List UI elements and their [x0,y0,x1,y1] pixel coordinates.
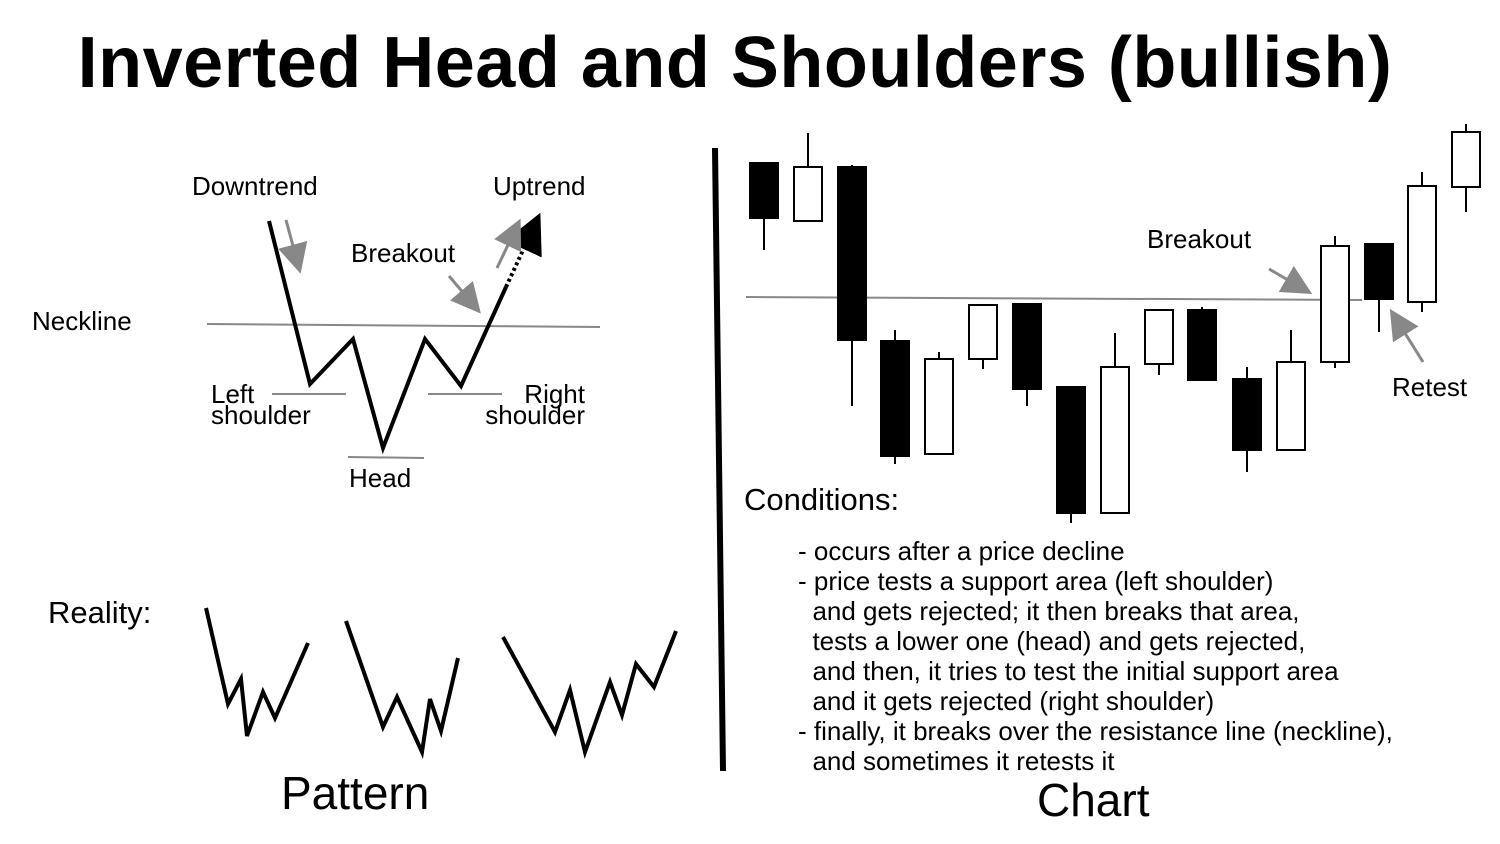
bullish-candle [924,358,954,455]
bearish-candle [1012,303,1042,390]
label-pattern-breakout: Breakout [351,238,456,268]
label-left-shoulder: Left shoulder [211,379,311,430]
condition-line: and it gets rejected (right shoulder) [798,686,1215,716]
bearish-candle [749,162,779,219]
pattern-breakout-arrow [447,275,481,314]
bullish-candle [968,304,998,360]
caption-chart: Chart [1037,774,1150,826]
bullish-candle [793,166,823,222]
pattern-projection-arrow [504,212,542,288]
condition-line: and gets rejected; it then breaks that a… [798,596,1300,626]
bullish-candle [1100,366,1130,514]
pattern-neckline [206,323,601,328]
caption-pattern: Pattern [281,767,430,819]
reality-sketch-2 [344,620,460,759]
label-neckline: Neckline [32,306,132,336]
label-retest: Retest [1392,372,1468,402]
condition-line: - finally, it breaks over the resistance… [798,716,1393,746]
bullish-candle [1407,185,1437,303]
bullish-candle [1276,361,1306,451]
bullish-candle [1451,131,1481,188]
condition-line: and sometimes it retests it [798,746,1115,776]
reality-sketch-3 [501,630,678,759]
reality-sketch-1 [204,607,310,737]
condition-line: and then, it tries to test the initial s… [798,656,1339,686]
label-uptrend: Uptrend [493,171,586,201]
bullish-candle [1320,245,1350,363]
pattern-price-line [267,220,508,455]
bearish-candle [1056,386,1086,514]
panel-divider [712,147,726,772]
condition-line: tests a lower one (head) and gets reject… [798,626,1306,656]
page-title: Inverted Head and Shoulders (bullish) [77,23,1393,103]
retest-arrow [1389,308,1425,363]
downtrend-arrow [278,219,308,274]
condition-line: - occurs after a price decline [798,536,1125,566]
label-chart-breakout: Breakout [1147,224,1252,254]
bearish-candle [1364,243,1394,300]
head-guide [347,456,425,459]
label-head: Head [349,463,412,493]
candlesticks [749,124,1481,523]
chart-breakout-arrow [1268,265,1313,295]
condition-line: - price tests a support area (left shoul… [798,566,1274,596]
bearish-candle [1187,309,1217,381]
bearish-candle [880,340,910,457]
label-right-shoulder: Right shoulder [485,379,585,430]
label-reality: Reality: [48,595,152,630]
conditions-list: - occurs after a price decline - price t… [798,536,1393,776]
conditions-title: Conditions: [744,482,900,517]
bearish-candle [837,166,867,341]
uptrend-arrow [494,218,522,269]
bearish-candle [1232,378,1262,451]
label-downtrend: Downtrend [192,171,318,201]
bullish-candle [1144,309,1174,365]
